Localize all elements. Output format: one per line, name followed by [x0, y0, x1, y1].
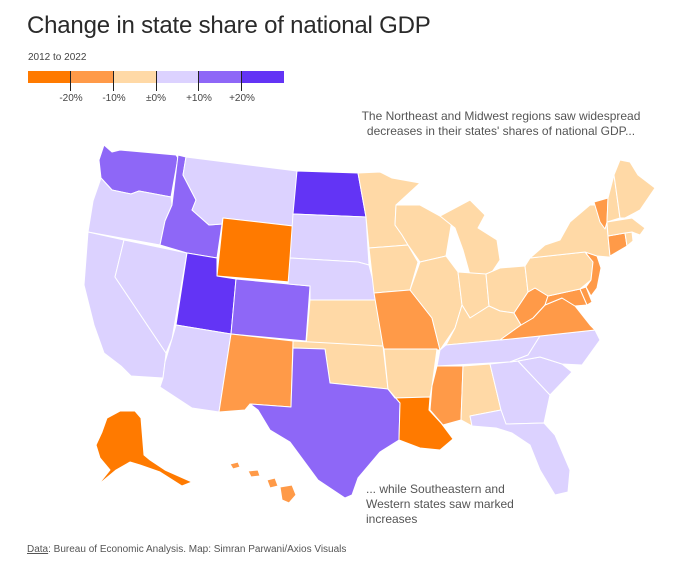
state-ri[interactable] — [624, 231, 634, 247]
legend-swatch-1 — [28, 71, 71, 83]
state-ak[interactable] — [95, 410, 193, 487]
state-co[interactable] — [230, 278, 311, 342]
legend-tick — [113, 71, 114, 91]
state-nj[interactable] — [584, 251, 602, 297]
state-mi[interactable] — [439, 199, 501, 279]
chart-title: Change in state share of national GDP — [27, 12, 431, 39]
legend-label-minus20: -20% — [59, 93, 83, 104]
state-hi[interactable] — [229, 461, 297, 504]
state-ct[interactable] — [607, 232, 628, 257]
state-ms[interactable] — [429, 365, 464, 426]
legend-tick — [198, 71, 199, 91]
legend-label-plus10: +10% — [186, 93, 212, 104]
legend-label-minus10: -10% — [102, 93, 126, 104]
state-nv[interactable] — [114, 239, 188, 354]
state-nd[interactable] — [292, 170, 367, 218]
state-ia[interactable] — [368, 244, 419, 294]
legend-swatch-2 — [70, 71, 114, 83]
source-text: : Bureau of Economic Analysis. Map: Simr… — [48, 544, 347, 555]
state-me[interactable] — [613, 159, 656, 219]
chart-subtitle: 2012 to 2022 — [28, 52, 87, 63]
legend-tick — [241, 71, 242, 91]
color-legend: -20% -10% ±0% +10% +20% — [28, 71, 284, 107]
legend-ticks — [28, 71, 284, 91]
legend-swatch-3 — [113, 71, 156, 83]
state-de[interactable] — [579, 286, 593, 306]
legend-swatches — [28, 71, 284, 83]
legend-swatch-4 — [155, 71, 199, 83]
state-wy[interactable] — [216, 217, 294, 283]
source-footer: Data: Bureau of Economic Analysis. Map: … — [27, 544, 346, 555]
legend-labels: -20% -10% ±0% +10% +20% — [28, 93, 284, 107]
state-sd[interactable] — [289, 213, 370, 266]
state-vt[interactable] — [593, 197, 609, 230]
legend-tick — [70, 71, 71, 91]
legend-swatch-5 — [198, 71, 242, 83]
legend-label-zero: ±0% — [146, 93, 166, 104]
state-tx[interactable] — [249, 347, 401, 499]
state-nc[interactable] — [509, 329, 601, 366]
state-la[interactable] — [387, 388, 454, 451]
state-mt[interactable] — [182, 156, 298, 227]
legend-tick — [156, 71, 157, 91]
annotation-southeast: ... while Southeastern and Western state… — [366, 482, 514, 526]
annotation-northeast: The Northeast and Midwest regions saw wi… — [361, 109, 641, 138]
state-nm[interactable] — [218, 333, 294, 413]
source-link[interactable]: Data — [27, 544, 49, 555]
state-ma[interactable] — [606, 217, 646, 237]
legend-swatch-6 — [241, 71, 284, 83]
legend-label-plus20: +20% — [229, 93, 255, 104]
state-ar[interactable] — [383, 348, 438, 399]
state-ks[interactable] — [305, 299, 384, 347]
state-fl[interactable] — [469, 409, 571, 496]
